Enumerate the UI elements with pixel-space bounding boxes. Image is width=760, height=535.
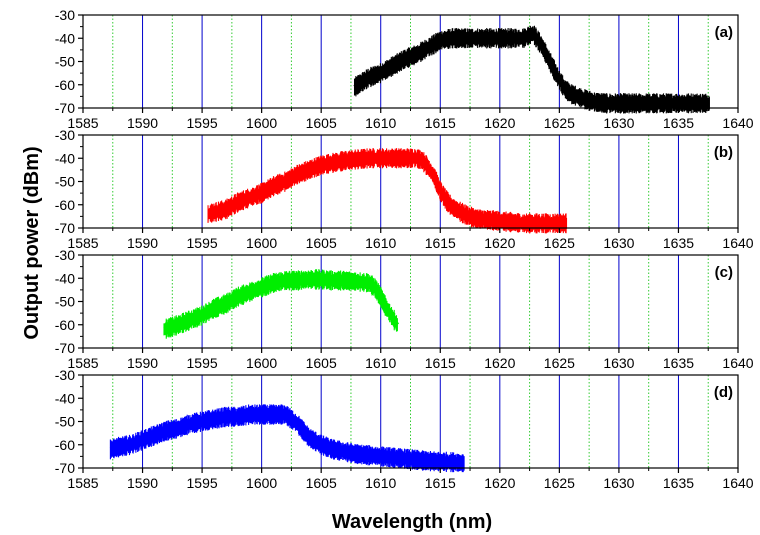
x-tick-label: 1590 (127, 235, 158, 251)
x-tick-label: 1620 (484, 115, 515, 131)
x-tick-label: 1585 (67, 115, 98, 131)
y-tick-label: -70 (55, 220, 75, 236)
x-tick-label: 1625 (544, 235, 575, 251)
x-tick-label: 1600 (246, 115, 277, 131)
y-tick-label: -40 (55, 390, 75, 406)
y-tick-label: -30 (55, 367, 75, 383)
y-tick-label: -70 (55, 460, 75, 476)
x-tick-label: 1610 (365, 235, 396, 251)
y-tick-label: -60 (55, 437, 75, 453)
x-tick-label: 1600 (246, 355, 277, 371)
x-tick-label: 1630 (603, 355, 634, 371)
x-tick-label: 1615 (425, 235, 456, 251)
x-tick-label: 1615 (425, 475, 456, 491)
y-axis-title: Output power (dBm) (21, 146, 43, 339)
x-tick-label: 1600 (246, 235, 277, 251)
x-tick-label: 1625 (544, 355, 575, 371)
y-tick-label: -60 (55, 317, 75, 333)
y-tick-label: -40 (55, 30, 75, 46)
x-tick-label: 1605 (306, 115, 337, 131)
x-axis-title: Wavelength (nm) (332, 511, 492, 533)
x-tick-label: 1640 (722, 235, 753, 251)
x-tick-label: 1610 (365, 475, 396, 491)
x-tick-label: 1630 (603, 475, 634, 491)
x-tick-label: 1635 (663, 475, 694, 491)
x-tick-label: 1605 (306, 235, 337, 251)
y-tick-label: -40 (55, 270, 75, 286)
x-tick-label: 1595 (187, 235, 218, 251)
panel-3-label: (c) (715, 264, 733, 281)
x-tick-label: 1635 (663, 355, 694, 371)
panel-1-trace-core (353, 31, 710, 106)
x-tick-label: 1625 (544, 115, 575, 131)
panel-1-trace (353, 25, 710, 114)
panel-2-trace-core (207, 156, 567, 226)
x-tick-label: 1585 (67, 235, 98, 251)
frame-layer (78, 14, 739, 473)
x-tick-label: 1600 (246, 475, 277, 491)
data-layer (109, 25, 710, 473)
x-tick-label: 1615 (425, 115, 456, 131)
y-tick-label: -40 (55, 150, 75, 166)
y-tick-label: -50 (55, 54, 75, 70)
y-tick-label: -60 (55, 197, 75, 213)
panel-4-trace-core (109, 412, 465, 466)
x-tick-label: 1635 (663, 235, 694, 251)
x-tick-label: 1640 (722, 355, 753, 371)
panel-2-label: (b) (714, 144, 733, 161)
x-tick-label: 1630 (603, 235, 634, 251)
x-tick-label: 1605 (306, 355, 337, 371)
panel-3-trace-core (163, 277, 400, 332)
x-tick-label: 1640 (722, 475, 753, 491)
y-tick-label: -60 (55, 77, 75, 93)
y-tick-label: -30 (55, 127, 75, 143)
x-tick-label: 1620 (484, 235, 515, 251)
x-tick-label: 1595 (187, 475, 218, 491)
x-tick-label: 1590 (127, 115, 158, 131)
y-tick-label: -30 (55, 7, 75, 23)
panel-4-label: (d) (714, 384, 733, 401)
x-tick-label: 1615 (425, 355, 456, 371)
y-tick-label: -50 (55, 174, 75, 190)
x-tick-label: 1590 (127, 475, 158, 491)
x-tick-label: 1620 (484, 355, 515, 371)
y-tick-label: -70 (55, 100, 75, 116)
x-tick-label: 1630 (603, 115, 634, 131)
x-tick-label: 1640 (722, 115, 753, 131)
x-tick-label: 1585 (67, 355, 98, 371)
x-tick-label: 1625 (544, 475, 575, 491)
x-tick-label: 1620 (484, 475, 515, 491)
x-tick-label: 1595 (187, 355, 218, 371)
x-tick-label: 1610 (365, 115, 396, 131)
x-tick-label: 1585 (67, 475, 98, 491)
x-tick-label: 1595 (187, 115, 218, 131)
y-tick-label: -70 (55, 340, 75, 356)
y-tick-label: -50 (55, 414, 75, 430)
y-tick-label: -30 (55, 247, 75, 263)
panel-1-label: (a) (715, 24, 733, 41)
x-tick-label: 1610 (365, 355, 396, 371)
y-tick-label: -50 (55, 294, 75, 310)
x-tick-label: 1635 (663, 115, 694, 131)
x-tick-label: 1590 (127, 355, 158, 371)
x-tick-label: 1605 (306, 475, 337, 491)
